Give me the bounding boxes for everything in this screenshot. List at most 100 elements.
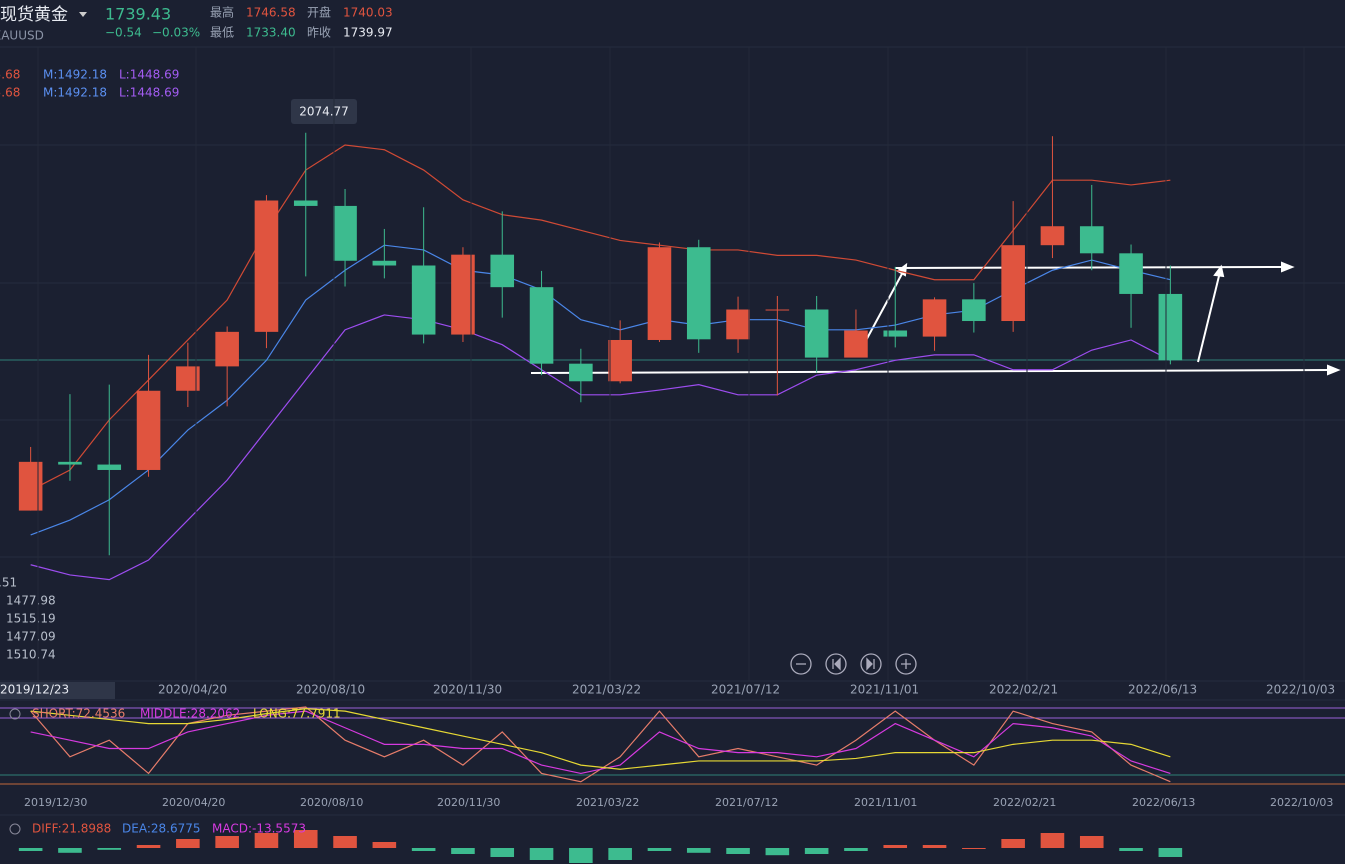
date-label: 2020/04/20: [158, 683, 227, 697]
candle-body: [608, 339, 632, 382]
band-middle: M:1492.18: [43, 86, 107, 100]
max-price: 2074.77: [299, 105, 349, 119]
candle-body: [372, 260, 397, 266]
candle-body: [804, 309, 829, 358]
date-label: 2021/03/22: [572, 683, 641, 697]
change: −0.54: [105, 26, 142, 40]
stat-label: 最低: [210, 26, 234, 40]
middle-line: [30, 244, 1171, 536]
macd-bar: [411, 848, 436, 851]
date-label: 2021/11/01: [854, 796, 917, 809]
candle-body: [529, 287, 554, 364]
date-label: 2022/06/13: [1128, 683, 1197, 697]
candle-body: [1079, 226, 1104, 254]
zoom-controls[interactable]: [790, 653, 917, 675]
macd-bar: [804, 848, 829, 854]
candle-body: [1158, 293, 1183, 361]
date-label: 2022/06/13: [1132, 796, 1195, 809]
date-label: 2020/08/10: [296, 683, 365, 697]
macd-bar: [1119, 848, 1143, 851]
date-label: 2020/04/20: [162, 796, 225, 809]
date-label: 2020/08/10: [300, 796, 363, 809]
last-price: 1739.43: [105, 5, 171, 24]
candle-body: [136, 390, 161, 470]
date-label: 2021/07/12: [711, 683, 780, 697]
candle-body: [765, 309, 790, 311]
band-middle: M:1492.18: [43, 68, 107, 82]
stat-value: 1733.40: [246, 26, 296, 40]
macd-bar: [962, 848, 986, 849]
date-label: 2022/10/03: [1270, 796, 1333, 809]
crosshair-date-box: [0, 682, 115, 699]
stat-value: 1746.58: [246, 6, 296, 20]
candle-body: [215, 331, 239, 367]
band-lower: L:1448.69: [119, 86, 179, 100]
candle-body: [962, 299, 986, 322]
stat-value: 1740.03: [343, 6, 393, 20]
settings-icon[interactable]: [9, 823, 21, 835]
candle-body: [451, 254, 475, 335]
macd-bar: [1158, 848, 1183, 857]
candle-body: [490, 254, 515, 288]
date-label: 2019/12/30: [24, 796, 87, 809]
candle-body: [411, 265, 436, 335]
left-price-label: .51: [0, 576, 17, 590]
date-label: 2019/12/23: [0, 683, 69, 697]
candle-body: [1119, 253, 1143, 294]
macd-bar: [1001, 839, 1025, 848]
stat-label: 最高: [210, 5, 234, 20]
macd-bar: [97, 848, 122, 850]
date-label: 2020/11/30: [433, 683, 502, 697]
instrument-name: 现货黄金: [0, 5, 68, 25]
date-label: 2021/11/01: [850, 683, 919, 697]
candle-body: [58, 461, 82, 465]
lower-line: [30, 314, 1171, 581]
stat-label: 昨收: [307, 26, 331, 40]
upper-line: [30, 144, 1171, 491]
macd-bar: [569, 848, 593, 863]
macd-bar: [293, 830, 318, 848]
macd-bar: [58, 848, 82, 853]
macd-label: DEA:28.6775: [122, 822, 201, 836]
reference-lines: [0, 707, 1345, 785]
candle-body: [176, 366, 200, 391]
macd-label: MACD:-13.5573: [212, 822, 306, 836]
max-price-tag: [291, 99, 357, 124]
macd-bar: [490, 848, 515, 857]
macd-bar: [1040, 833, 1065, 848]
macd-bar: [18, 848, 43, 851]
macd-bar: [844, 848, 868, 851]
date-label: 2020/11/30: [437, 796, 500, 809]
candle-body: [922, 299, 947, 337]
macd-bar: [647, 848, 672, 851]
candle-body: [293, 200, 318, 206]
macd-bar: [686, 848, 711, 853]
dropdown-caret[interactable]: [79, 12, 87, 17]
macd-bar: [883, 845, 908, 848]
candle-body: [883, 330, 908, 337]
settings-icon[interactable]: [9, 708, 21, 720]
candle-body: [18, 461, 43, 511]
macd-bar: [333, 836, 357, 848]
grid: [0, 46, 1345, 816]
macd-bar: [529, 848, 554, 860]
candle-body: [569, 363, 593, 382]
left-price-label: 1477.98: [6, 594, 56, 608]
left-price-label: 1515.19: [6, 612, 56, 626]
left-price-label: 1477.09: [6, 630, 56, 644]
stat-value: 1739.97: [343, 26, 393, 40]
symbol: XAUUSD: [0, 29, 44, 43]
stat-label: 开盘: [307, 5, 331, 20]
macd-bar: [176, 839, 200, 848]
macd-bar: [765, 848, 790, 856]
date-label: 2022/02/21: [993, 796, 1056, 809]
macd-bar: [254, 833, 279, 848]
date-label: 2022/02/21: [989, 683, 1058, 697]
macd-bar: [1079, 836, 1104, 848]
date-label: 2021/07/12: [715, 796, 778, 809]
band-upper: 35.68: [0, 86, 20, 100]
candle-body: [97, 464, 122, 470]
macd-bar: [922, 845, 947, 848]
candle-body: [647, 247, 672, 340]
